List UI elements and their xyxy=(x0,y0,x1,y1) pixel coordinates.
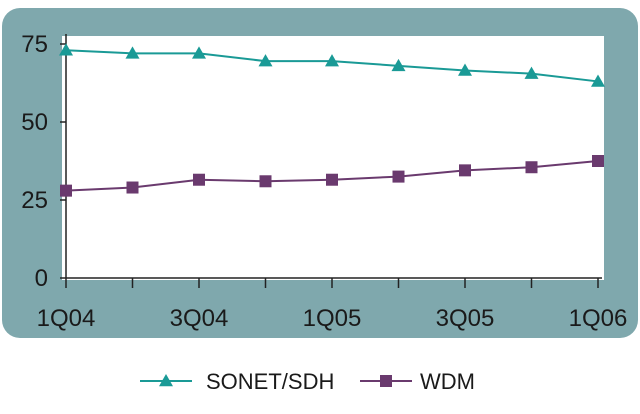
series-layer xyxy=(59,43,605,197)
data-point xyxy=(60,184,72,197)
x-tick-label: 3Q05 xyxy=(436,305,495,332)
legend-label: SONET/SDH xyxy=(206,369,334,394)
data-point xyxy=(192,46,206,59)
x-axis-ticks: 1Q04 3Q04 1Q05 3Q05 1Q06 xyxy=(37,278,628,332)
series-2 xyxy=(60,155,604,197)
data-point xyxy=(592,155,604,167)
y-tick-label: 0 xyxy=(35,265,48,292)
data-point xyxy=(391,58,406,72)
axes xyxy=(65,34,602,279)
data-point xyxy=(258,54,273,67)
data-point xyxy=(193,173,205,186)
data-point xyxy=(325,54,339,67)
data-point xyxy=(392,170,405,183)
plot-area xyxy=(62,36,604,280)
x-tick-label: 3Q04 xyxy=(170,305,229,332)
x-tick-label: 1Q04 xyxy=(37,305,96,332)
legend-marker xyxy=(159,374,173,387)
y-tick-label: 50 xyxy=(21,109,48,136)
data-point xyxy=(591,74,605,87)
legend-item: SONET/SDH xyxy=(140,369,334,394)
series-1 xyxy=(59,43,605,87)
data-point xyxy=(524,66,539,79)
x-tick-label: 1Q06 xyxy=(569,305,628,332)
legend-marker xyxy=(380,375,392,387)
y-tick-label: 75 xyxy=(21,31,48,58)
data-point xyxy=(525,161,538,174)
legend: SONET/SDH WDM xyxy=(140,369,475,394)
x-tick-label: 1Q05 xyxy=(303,305,362,332)
legend-label: WDM xyxy=(420,369,475,394)
data-point xyxy=(459,164,471,177)
y-tick-label: 25 xyxy=(21,187,48,214)
data-point xyxy=(259,175,272,188)
data-point xyxy=(126,181,139,194)
legend-item: WDM xyxy=(360,369,475,394)
data-point xyxy=(458,63,472,76)
y-axis-ticks: 0 25 50 75 xyxy=(21,31,66,292)
data-point xyxy=(326,173,338,186)
data-point xyxy=(125,46,140,59)
data-point xyxy=(59,43,73,56)
